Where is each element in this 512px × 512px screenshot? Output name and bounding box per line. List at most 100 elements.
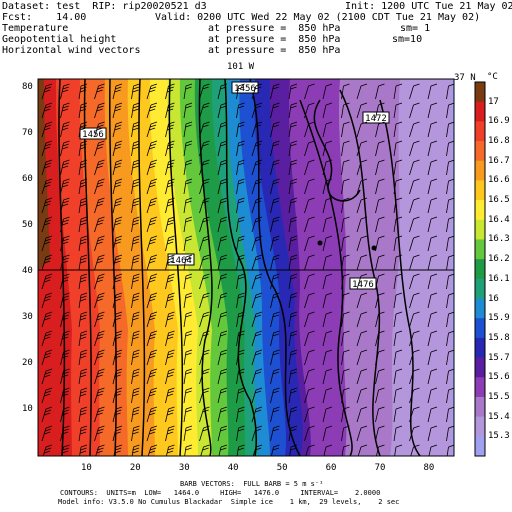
wind-barb: [146, 368, 158, 385]
wind-barb: [288, 159, 298, 176]
wind-barb: [376, 444, 385, 456]
wind-barb: [165, 311, 175, 328]
x-tick-label: 60: [325, 463, 337, 473]
wind-barb: [270, 140, 280, 157]
wind-barb: [288, 216, 298, 233]
wind-barb: [322, 178, 333, 195]
wind-barb: [78, 178, 88, 195]
wind-barb: [95, 444, 105, 456]
wind-barb: [166, 444, 175, 456]
field-name-wind: Horizontal wind vectors: [2, 45, 141, 56]
colorbar-label: 16: [488, 293, 499, 304]
wind-barb: [270, 273, 280, 290]
init-time: Init: 1200 UTC Tue 21 May 02: [345, 1, 512, 12]
wind-barb: [112, 349, 123, 366]
wind-barb: [183, 387, 193, 404]
wind-barb: [60, 121, 70, 138]
colorbar-label: 15.6: [488, 372, 510, 383]
wind-barb: [304, 140, 315, 157]
wind-barb: [165, 159, 175, 176]
wind-barb: [199, 406, 210, 423]
wind-barb: [251, 178, 263, 195]
colorbar-label: 16.2: [488, 254, 510, 265]
wind-barb: [183, 311, 193, 328]
wind-barb: [146, 330, 158, 347]
wind-barb: [146, 216, 158, 233]
wind-barb: [446, 387, 454, 404]
wind-barb: [375, 216, 385, 233]
wind-barb: [94, 197, 105, 214]
wind-barb: [251, 235, 263, 252]
wind-barb: [270, 330, 280, 347]
contour-label-1476: 1476: [349, 277, 377, 290]
wind-barb: [288, 235, 298, 252]
wind-barb: [41, 292, 53, 309]
wind-barb: [112, 121, 123, 138]
field-name-temperature: Temperature: [2, 23, 69, 34]
wind-barb: [270, 349, 280, 366]
wind-barb: [446, 178, 454, 195]
wind-barb: [183, 178, 193, 195]
wind-barb: [131, 406, 140, 423]
colorbar: [474, 81, 486, 457]
wind-barb: [79, 444, 88, 456]
wind-barb: [78, 121, 88, 138]
wind-barb: [288, 197, 298, 214]
wind-barb: [446, 444, 454, 456]
wind-barb: [288, 83, 298, 100]
colorbar-swatch: [475, 416, 485, 437]
wind-barb: [146, 406, 158, 423]
wind-barb: [446, 254, 454, 271]
wind-barb: [409, 83, 420, 100]
wind-barb: [409, 216, 420, 233]
colorbar-label: 15.8: [488, 332, 510, 343]
wind-barb: [60, 425, 70, 442]
footer-barb-legend: BARB VECTORS: FULL BARB = 5 m s⁻¹: [180, 480, 324, 488]
wind-barb: [304, 311, 315, 328]
wind-barb: [61, 444, 70, 456]
y-tick-label: 70: [22, 128, 33, 139]
footer-model-info: Model info: V3.5.0 No Cumulus Blackadar …: [58, 498, 400, 506]
wind-barb: [322, 425, 333, 442]
wind-barb: [409, 368, 420, 385]
wind-barb: [427, 216, 438, 233]
wind-barb: [112, 368, 123, 385]
wind-barb: [341, 444, 350, 456]
wind-barb: [393, 159, 403, 176]
wind-barb: [251, 368, 263, 385]
longitude-label: 101 W: [227, 62, 255, 72]
wind-barb: [304, 292, 315, 309]
wind-barb: [304, 102, 315, 119]
wind-barb: [217, 216, 228, 233]
wind-barb: [112, 292, 123, 309]
wind-barb: [409, 292, 420, 309]
wind-barb: [165, 254, 175, 271]
wind-barb: [322, 406, 333, 423]
wind-barb: [146, 102, 158, 119]
y-tick-label: 40: [22, 266, 33, 277]
wind-barb: [251, 254, 263, 271]
wind-barb: [199, 121, 210, 138]
wind-barb: [94, 178, 105, 195]
wind-barb: [322, 197, 333, 214]
wind-barb: [288, 406, 298, 423]
colorbar-label: 16.6: [488, 175, 510, 186]
wind-barb: [322, 387, 333, 404]
contour-label-1456-a: 1456: [79, 127, 107, 140]
wind-barb: [112, 197, 123, 214]
wind-barb: [217, 349, 228, 366]
wind-barb: [427, 197, 438, 214]
contour-label-1456-b-text: 1456: [234, 84, 256, 94]
wind-barb: [94, 330, 105, 347]
wind-barb: [427, 425, 438, 442]
wind-barb: [375, 254, 385, 271]
wind-barb: [236, 273, 245, 290]
wind-barb: [60, 140, 70, 157]
wind-barb: [78, 159, 88, 176]
wind-barb: [446, 83, 454, 100]
wind-barb: [393, 311, 403, 328]
wind-barb: [446, 273, 454, 290]
wind-barb: [41, 406, 53, 423]
wind-barb: [356, 216, 368, 233]
wind-barb: [183, 368, 193, 385]
